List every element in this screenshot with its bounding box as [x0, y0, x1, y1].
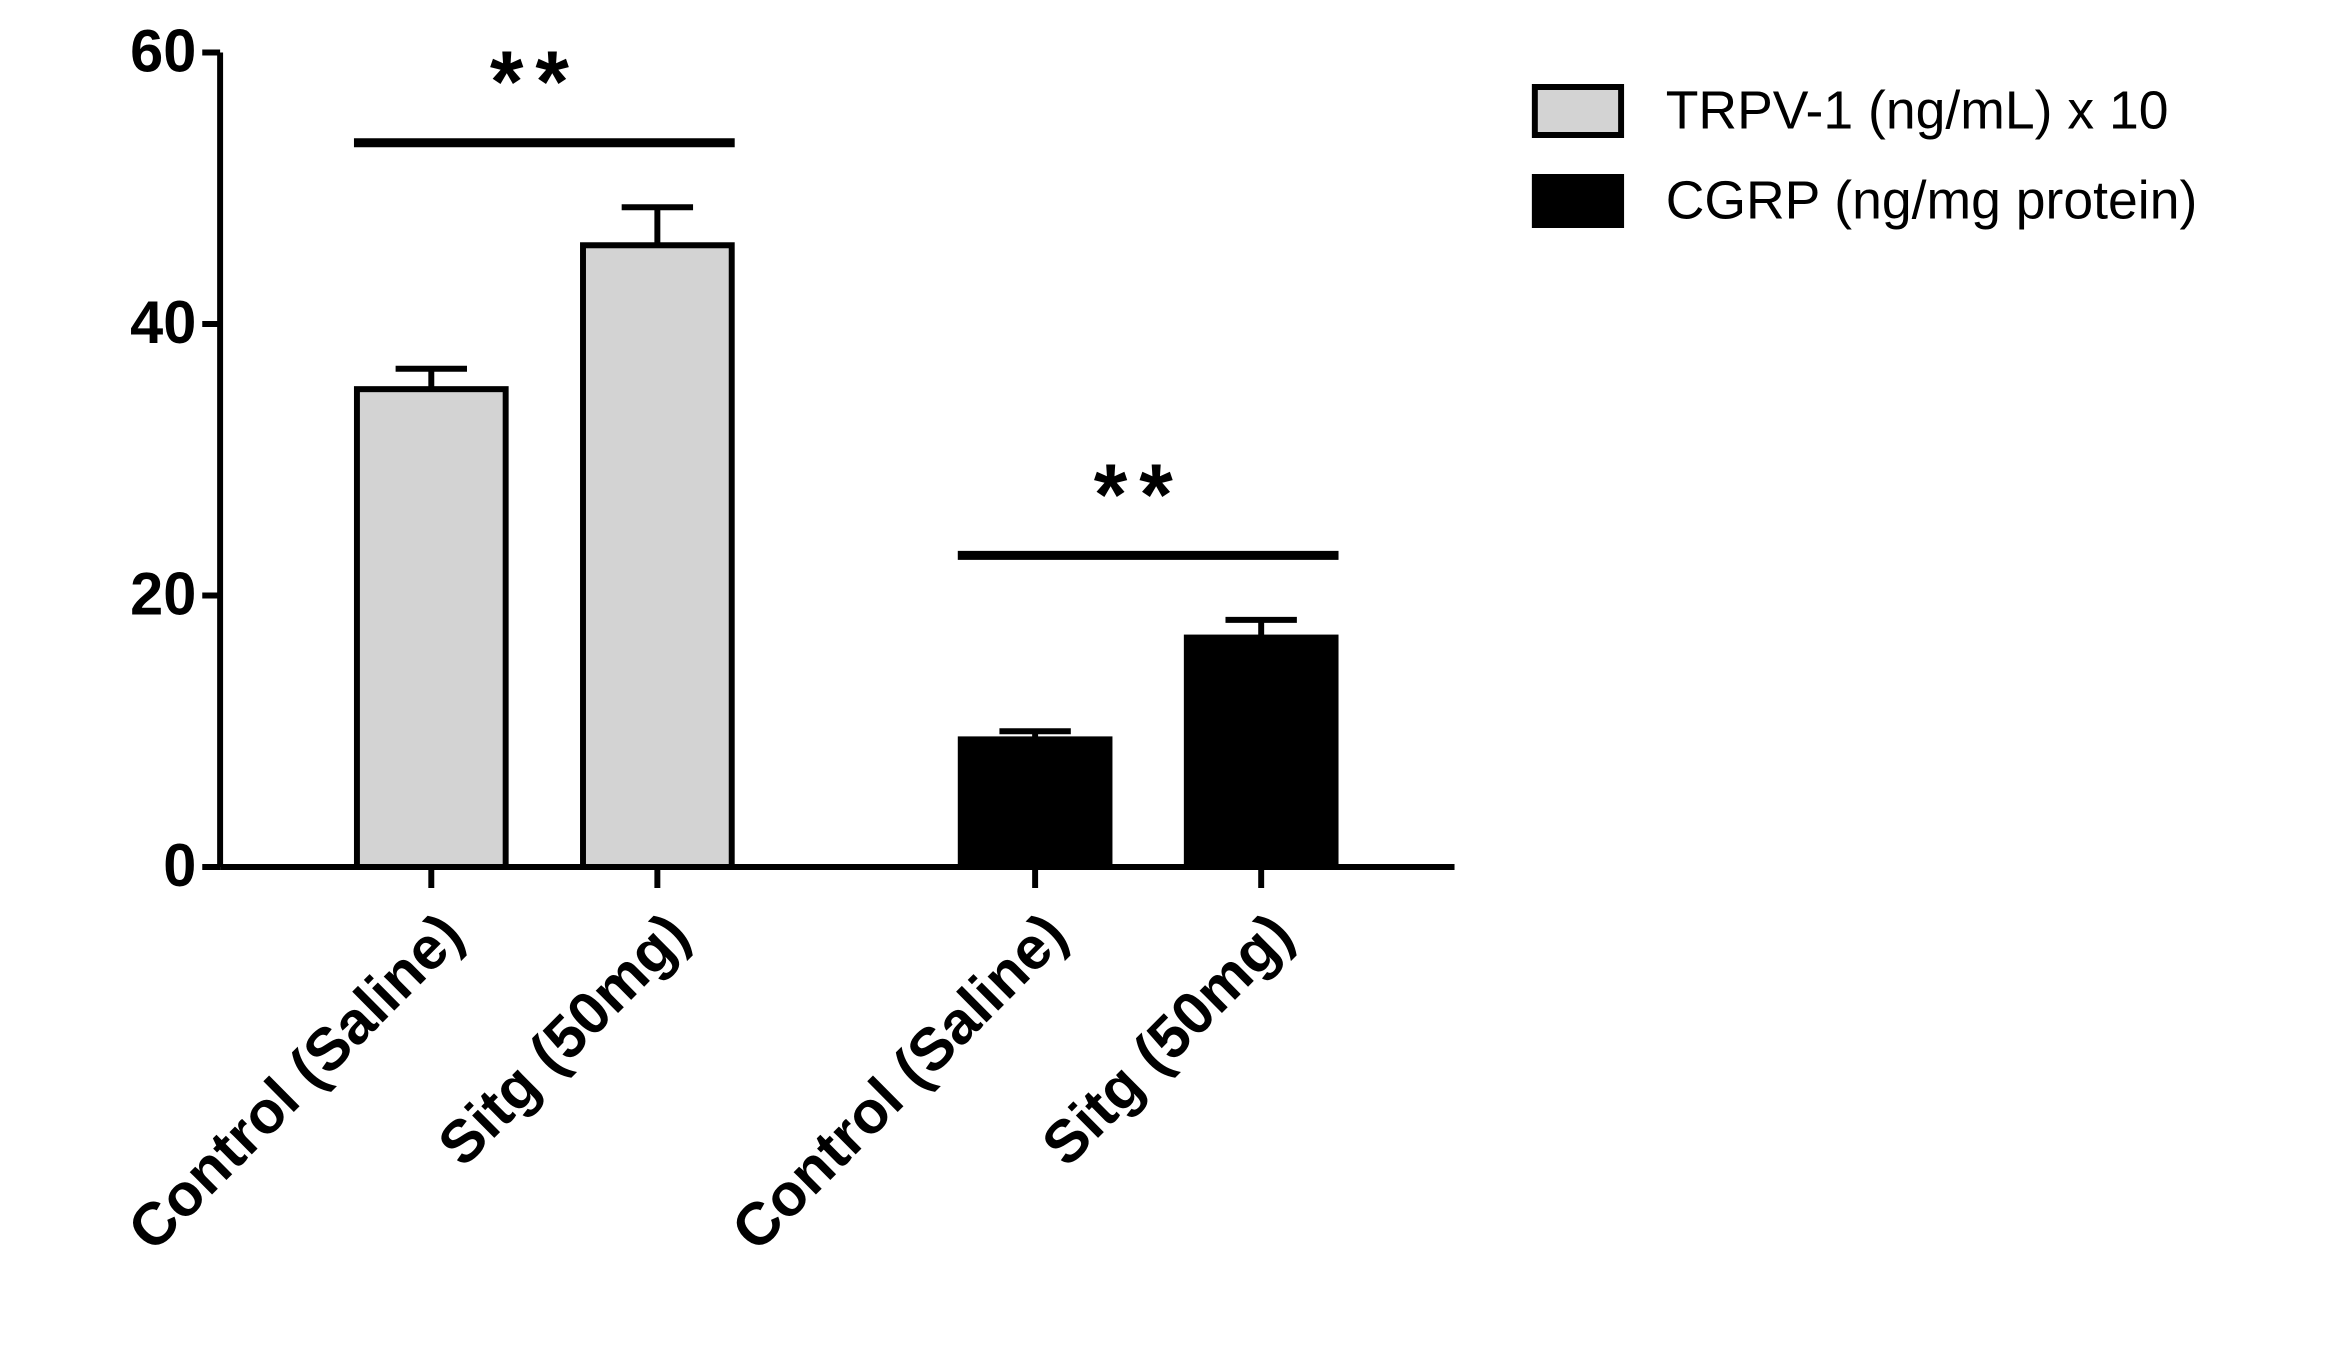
- x-tick-label: Control (Saline): [115, 900, 475, 1263]
- bar: [353, 386, 509, 870]
- bar: [1183, 634, 1339, 870]
- significance-label: **: [1094, 447, 1185, 543]
- y-tick-label: 20: [130, 560, 196, 627]
- legend-swatch: [1531, 84, 1625, 138]
- y-tick-label: 0: [163, 832, 196, 899]
- legend-label: TRPV-1 (ng/mL) x 10: [1666, 80, 2169, 140]
- y-tick-label: 40: [130, 289, 196, 356]
- bar: [957, 736, 1113, 870]
- y-tick-label: 60: [130, 17, 196, 84]
- significance-label: **: [490, 34, 581, 130]
- bar: [580, 242, 735, 870]
- legend-swatch: [1531, 174, 1625, 228]
- x-tick-label: Control (Saline): [719, 900, 1079, 1263]
- legend-label: CGRP (ng/mg protein): [1666, 170, 2198, 230]
